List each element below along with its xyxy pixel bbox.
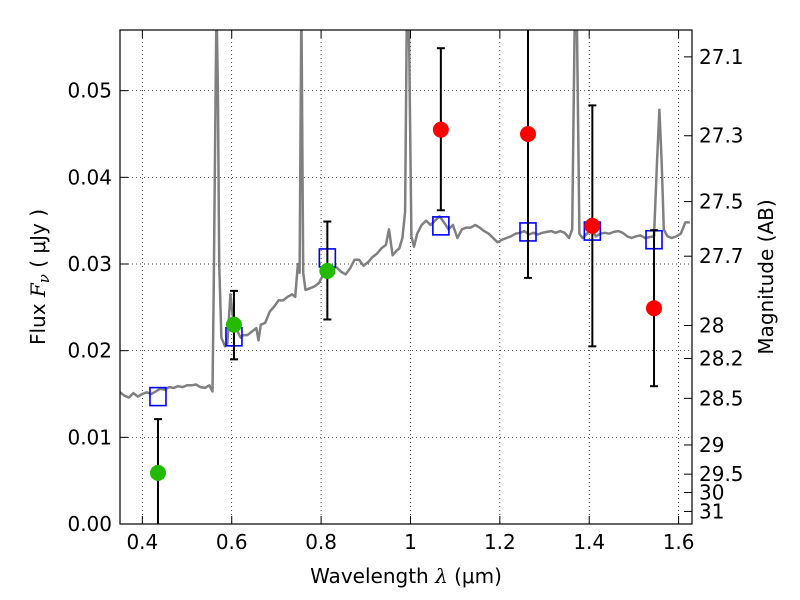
y2-axis-label: Magnitude (AB) <box>754 199 778 354</box>
y-tick-label: 0.03 <box>67 252 112 276</box>
x-tick-label: 0.6 <box>216 530 248 554</box>
y2-tick-label: 30 <box>699 481 724 505</box>
y-tick-label: 0.02 <box>67 339 112 363</box>
red-point <box>519 126 536 142</box>
red-point <box>584 217 601 234</box>
y2-tick-label: 28 <box>699 314 724 338</box>
y2-tick-label: 27.5 <box>699 190 744 214</box>
plot-area <box>120 30 690 524</box>
model-photometry-square <box>432 216 450 236</box>
y2-tick-label: 27.1 <box>699 45 744 69</box>
x-tick-label: 1.2 <box>484 530 516 554</box>
axes: 0.4 0.6 0.8 1 1.2 1.4 1.6 0.00 0.01 0.02 0.03 0.04 0… <box>67 29 744 554</box>
y-tick-label: 0.00 <box>67 512 112 536</box>
x-tick-label: 1.6 <box>663 530 695 554</box>
y-tick-label: 0.04 <box>67 165 112 189</box>
y-tick-label: 0.01 <box>67 425 112 449</box>
plot-frame <box>119 29 693 525</box>
red-point <box>646 300 663 317</box>
y2-tick-label: 27.3 <box>699 124 744 148</box>
x-tick-label: 1.4 <box>573 530 605 554</box>
y-axis-label: Flux Fν ( μJy ) <box>26 209 53 345</box>
y2-tick-label: 31 <box>699 499 724 523</box>
green-point <box>319 262 336 279</box>
x-tick-label: 0.8 <box>305 530 337 554</box>
y-tick-label: 0.05 <box>67 79 112 103</box>
x-tick-label: 1 <box>404 530 417 554</box>
x-tick-label: 0.4 <box>126 530 158 554</box>
y2-tick-label: 29 <box>699 433 724 457</box>
spectrum-line <box>120 30 690 399</box>
red-point <box>432 121 449 138</box>
y2-tick-label: 29.5 <box>699 462 744 486</box>
y2-tick-label: 27.7 <box>699 244 744 268</box>
y2-tick-label: 28.2 <box>699 346 744 370</box>
green-point <box>225 316 242 333</box>
y2-tick-label: 28.5 <box>699 386 744 410</box>
green-point <box>149 464 166 481</box>
model-photometry-square <box>149 386 167 407</box>
x-axis-label: Wavelength λ (μm) <box>310 564 502 588</box>
